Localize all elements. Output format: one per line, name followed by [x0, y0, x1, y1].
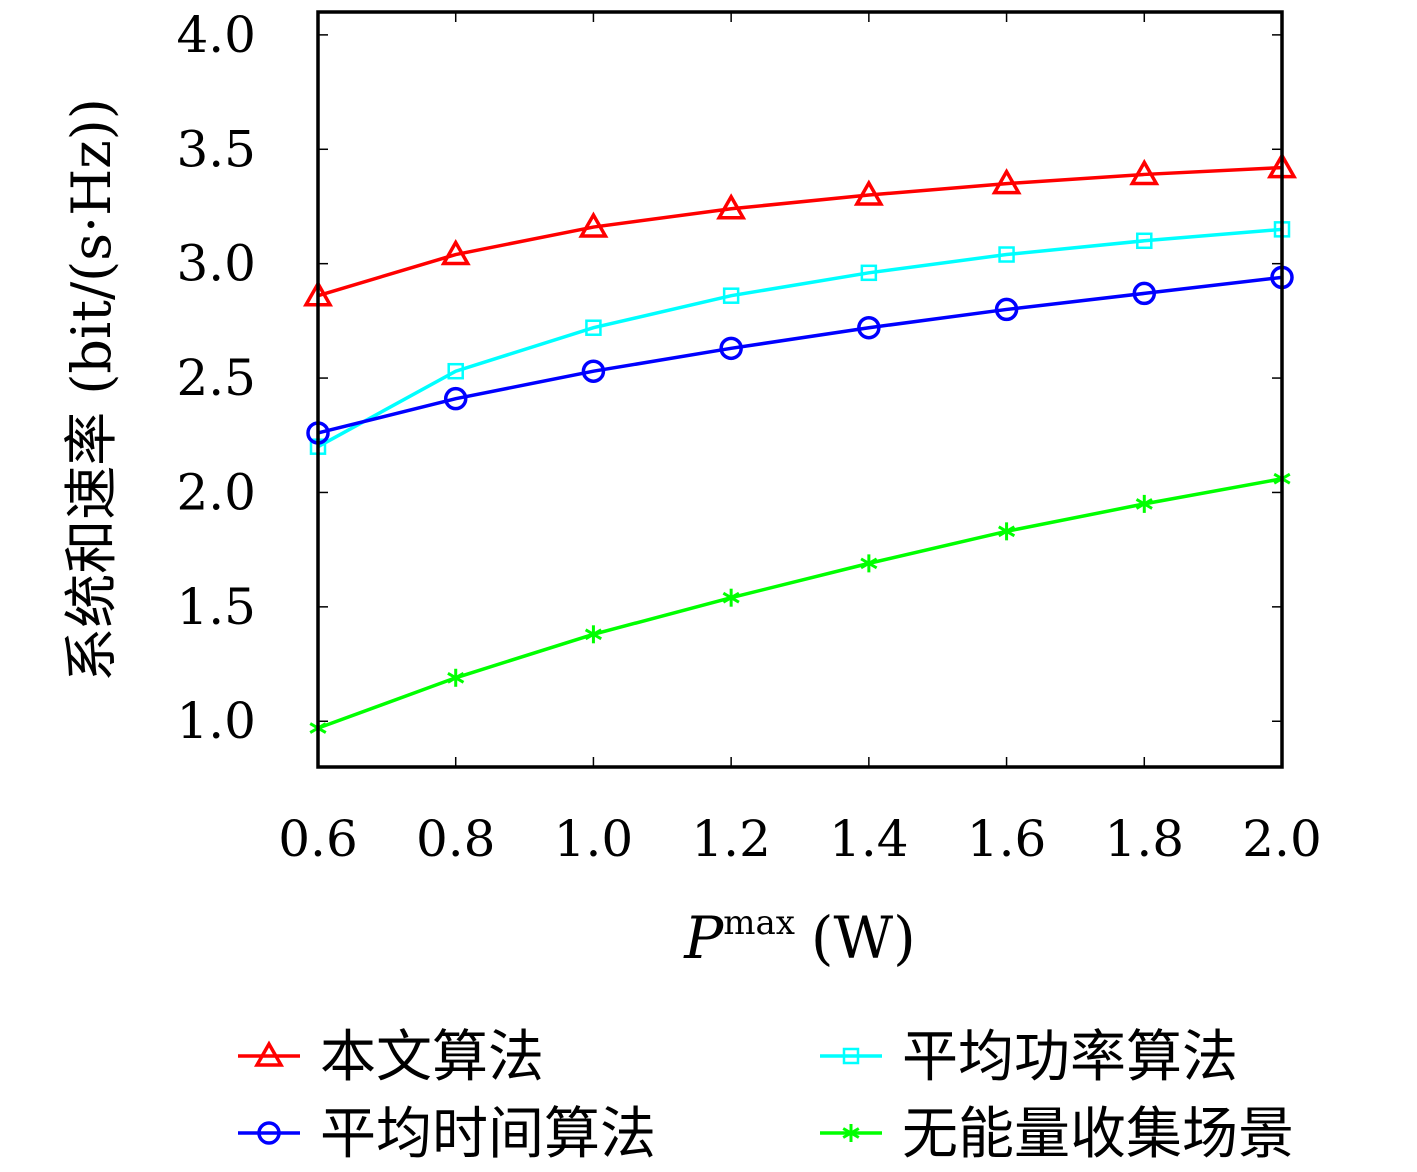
y-tick-label: 2.0	[176, 463, 256, 521]
axis-ticks: 1.0 1.5 2.0 2.5 3.0 3.5 4.0 0.6 0.8 1.0 1.2 1.4 1.6 1…	[176, 6, 1321, 868]
data-point-1-3	[722, 287, 740, 304]
y-tick-label: 2.5	[176, 349, 256, 407]
x-axis-title: Pmax (W)	[683, 903, 916, 972]
data-point-0-4	[853, 179, 884, 206]
data-point-0-2	[578, 211, 609, 238]
data-point-3-6	[1135, 494, 1153, 513]
data-point-0-5	[991, 168, 1022, 195]
legend-label-0: 本文算法	[320, 1025, 544, 1090]
data-point-1-5	[998, 246, 1015, 263]
data-point-2-6	[1132, 281, 1157, 306]
y-tick-label: 3.0	[176, 235, 256, 293]
data-point-2-4	[857, 315, 881, 340]
x-tick-label: 2.0	[1242, 810, 1322, 868]
x-tick-label: 0.6	[278, 810, 358, 868]
x-tick-label: 1.4	[829, 810, 909, 868]
legend-marker-3	[842, 1124, 860, 1142]
series-line-0	[317, 165, 1283, 298]
y-tick-label: 1.5	[176, 578, 256, 636]
plot-frame	[316, 10, 1284, 769]
legend-label-2: 平均时间算法	[320, 1102, 656, 1167]
x-tick-label: 0.8	[416, 810, 496, 868]
legend-label-1: 平均功率算法	[902, 1025, 1238, 1090]
data-point-1-6	[1136, 232, 1153, 250]
data-point-2-5	[994, 297, 1019, 322]
data-point-3-4	[860, 554, 878, 573]
x-axis-title-symbol: P	[683, 904, 724, 972]
data-point-0-6	[1129, 158, 1160, 186]
legend-marker-0	[253, 1040, 285, 1067]
x-tick-label: 1.0	[554, 810, 634, 868]
data-point-3-3	[722, 588, 740, 607]
data-point-2-2	[581, 359, 606, 383]
y-tick-label: 1.0	[176, 692, 256, 750]
data-point-2-3	[719, 336, 743, 361]
data-point-3-5	[998, 522, 1016, 541]
data-point-0-3	[716, 193, 747, 220]
legend-marker-2	[257, 1121, 281, 1145]
data-point-1-4	[860, 264, 878, 282]
data-point-3-1	[447, 668, 465, 687]
chart-marks	[302, 152, 1298, 738]
y-axis-title: 系统和速率 (bit/(s·Hz))	[60, 98, 123, 682]
series-line-1	[317, 227, 1283, 449]
x-tick-label: 1.6	[967, 810, 1047, 868]
data-point-0-1	[440, 238, 471, 266]
data-point-1-2	[585, 319, 602, 336]
legend-marker-1	[842, 1047, 860, 1065]
x-tick-label: 1.8	[1105, 810, 1185, 868]
data-point-1-1	[447, 362, 464, 380]
series-line-2	[317, 275, 1283, 435]
legend-label-3: 无能量收集场景	[902, 1102, 1294, 1167]
data-point-3-2	[584, 625, 602, 644]
x-axis-title-subscript: max	[723, 903, 795, 943]
x-axis-title-unit: (W)	[811, 904, 916, 972]
data-point-2-1	[443, 386, 468, 411]
y-tick-label: 4.0	[176, 6, 256, 64]
x-tick-label: 1.2	[691, 810, 771, 868]
series-line-3	[317, 477, 1283, 730]
y-tick-label: 3.5	[176, 120, 256, 178]
